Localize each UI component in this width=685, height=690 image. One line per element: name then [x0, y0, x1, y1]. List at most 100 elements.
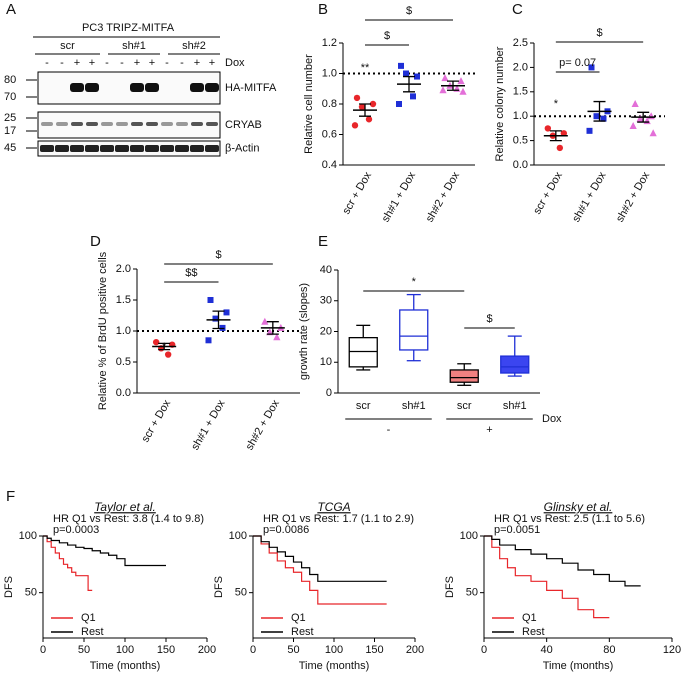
p-value: p=0.0086 — [263, 524, 309, 536]
error-bar — [158, 342, 171, 351]
point — [369, 100, 377, 108]
y-tick-label: 1.2 — [322, 37, 337, 49]
y-tick-label: 0.4 — [322, 159, 337, 171]
legend-label: Rest — [81, 626, 104, 638]
blot-box — [37, 111, 221, 139]
error-bar — [447, 80, 459, 91]
dox-label: Dox — [225, 57, 245, 69]
panel-label: E — [318, 233, 328, 250]
survival-curve — [484, 535, 641, 587]
band-label: HA-MITFA — [225, 82, 277, 94]
x-tick-label: sh#1 — [503, 400, 527, 412]
x-tick-label: sh#1 + Dox — [189, 398, 228, 453]
group-label: - — [387, 424, 391, 436]
point — [365, 116, 373, 123]
point — [631, 100, 639, 107]
y-axis-label: Relative % of BrdU positive cells — [97, 251, 109, 410]
survival-curve — [253, 535, 387, 605]
y-tick-label: 100 — [229, 530, 247, 542]
band — [130, 83, 144, 92]
x-tick-label: 150 — [365, 644, 383, 656]
point — [593, 113, 600, 120]
y-axis-label: Relative cell number — [303, 54, 315, 154]
point — [588, 64, 595, 71]
point — [261, 317, 269, 325]
band — [101, 122, 113, 126]
x-tick-label: sh#2 + Dox — [614, 170, 653, 225]
y-tick-label: 20 — [320, 325, 332, 337]
band — [41, 122, 53, 126]
significance: $ — [384, 30, 390, 42]
band-label: CRYAB — [225, 119, 262, 131]
point — [353, 94, 361, 102]
band — [176, 122, 188, 126]
legend-label: Rest — [291, 626, 314, 638]
y-axis-label: growth rate (slopes) — [298, 283, 310, 380]
y-tick-label: 50 — [466, 587, 478, 599]
point — [398, 62, 404, 69]
y-tick-label: 30 — [320, 295, 332, 307]
point — [441, 74, 449, 82]
group-label: sh#2 — [182, 40, 206, 52]
y-tick-label: 50 — [235, 587, 247, 599]
band — [55, 145, 69, 152]
point — [439, 86, 447, 94]
dox-sign: + — [149, 57, 155, 69]
x-tick-label: 150 — [157, 644, 175, 656]
panel-label: A — [6, 1, 16, 18]
dox-sign: + — [134, 57, 140, 69]
chart-title: Taylor et al. — [94, 500, 156, 514]
point — [212, 315, 219, 322]
dox-sign: + — [89, 57, 95, 69]
band — [160, 145, 174, 152]
y-axis-label: DFS — [213, 576, 225, 598]
significance: $$ — [185, 267, 197, 279]
box — [348, 336, 378, 368]
dox-sign: - — [60, 57, 64, 69]
group-label: + — [486, 424, 492, 436]
error-bar — [549, 130, 562, 142]
x-tick-label: sh#2 + Dox — [244, 398, 283, 453]
x-tick-label: 200 — [406, 644, 424, 656]
y-tick-label: 0.5 — [116, 356, 131, 368]
band — [71, 122, 83, 126]
band — [116, 122, 128, 126]
band — [175, 145, 189, 152]
survival-curve — [43, 535, 166, 567]
band — [70, 83, 84, 92]
y-tick-label: 100 — [19, 530, 37, 542]
survival-curve — [484, 535, 610, 619]
point — [223, 309, 230, 316]
group-label: scr — [60, 40, 75, 52]
significance: $ — [486, 313, 492, 325]
panel-label: C — [512, 1, 523, 18]
x-tick-label: scr + Dox — [140, 398, 174, 445]
y-tick-label: 50 — [25, 587, 37, 599]
x-tick-label: 120 — [663, 644, 681, 656]
x-tick-label: sh#1 + Dox — [570, 170, 609, 225]
significance: * — [412, 276, 417, 288]
legend-label: Rest — [522, 626, 545, 638]
point — [544, 125, 552, 132]
dox-sign: + — [209, 57, 215, 69]
significance: * — [162, 341, 167, 353]
point — [647, 112, 655, 120]
x-tick-label: 100 — [325, 644, 343, 656]
blot-box — [37, 71, 221, 105]
point — [164, 351, 172, 358]
significance: ** — [361, 62, 370, 74]
y-tick-label: 2.0 — [513, 61, 528, 73]
point — [586, 127, 593, 134]
x-tick-label: scr + Dox — [340, 170, 374, 217]
error-bar — [637, 111, 650, 123]
band — [115, 145, 129, 152]
band — [190, 83, 204, 92]
x-tick-label: scr — [356, 400, 371, 412]
band — [131, 122, 143, 126]
error-bar — [593, 100, 606, 122]
y-tick-label: 1.0 — [116, 325, 131, 337]
marker-label: 70 — [4, 91, 16, 103]
band — [161, 122, 173, 126]
p-value: p=0.0051 — [494, 524, 540, 536]
